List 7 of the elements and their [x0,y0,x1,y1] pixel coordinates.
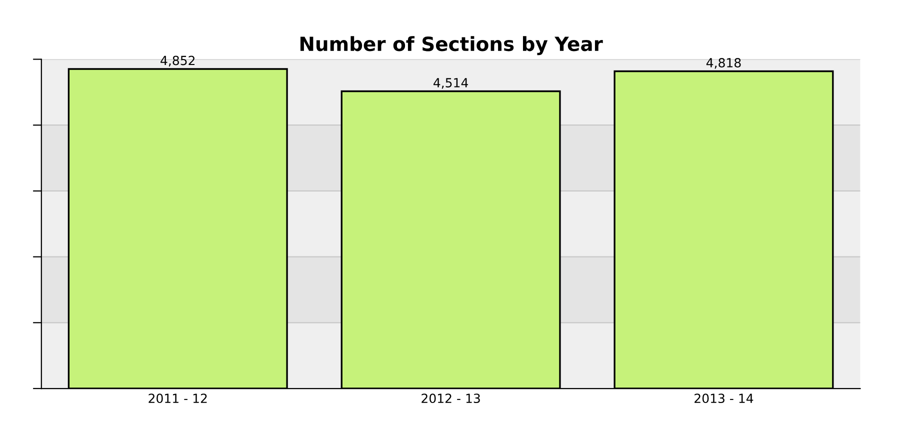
data-label: 4,514 [434,78,468,89]
x-tick-label: 2011 - 12 [148,394,207,404]
chart-title: Number of Sections by Year [300,36,603,56]
x-tick-label: 2012 - 13 [422,394,480,404]
data-label: 4,818 [706,58,741,69]
data-label: 4,852 [160,56,195,66]
x-tick-label: 2013 - 14 [694,394,754,404]
